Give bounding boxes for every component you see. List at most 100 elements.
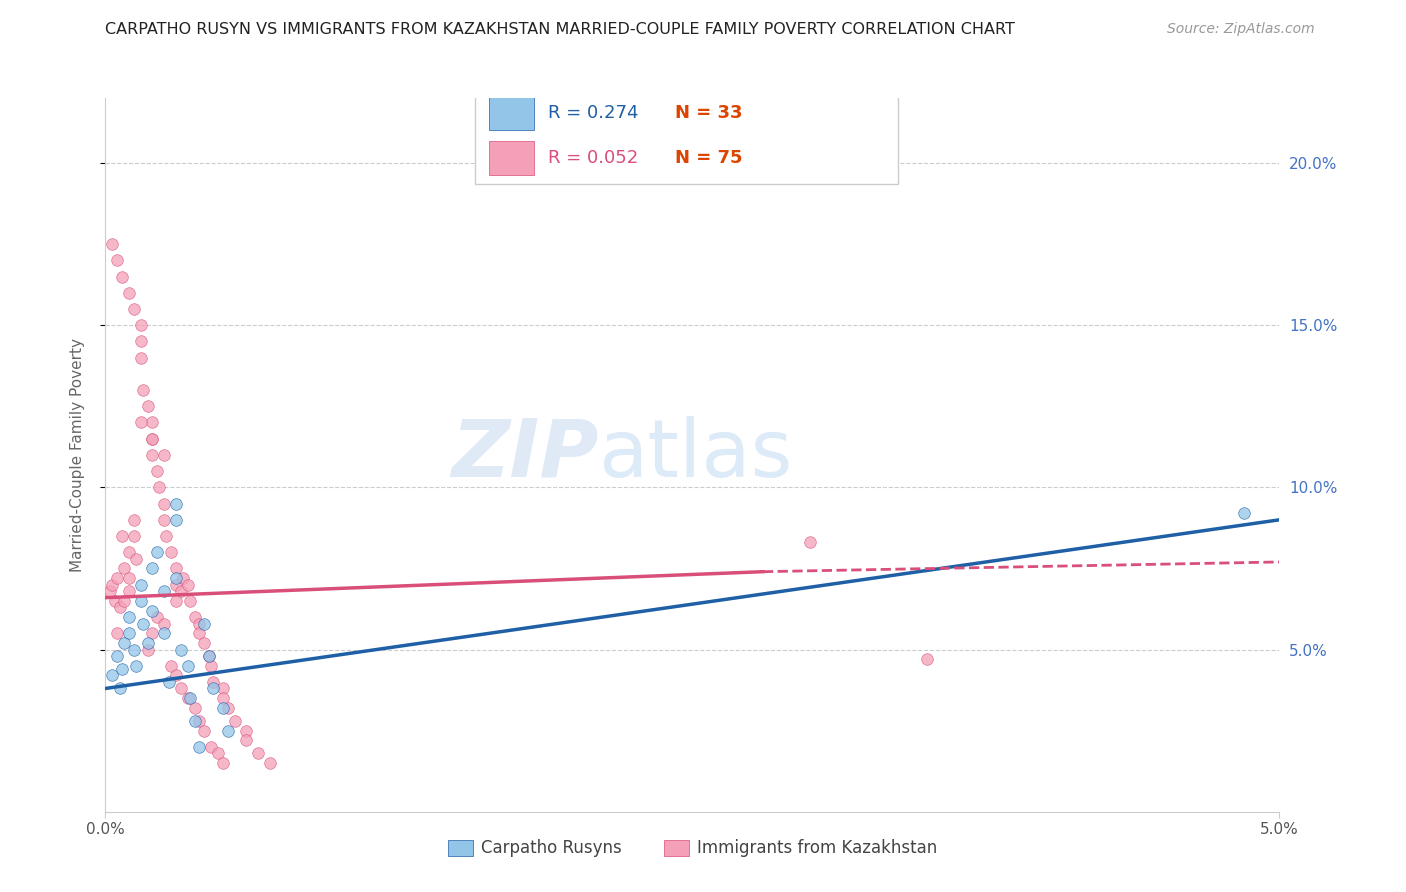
Text: Source: ZipAtlas.com: Source: ZipAtlas.com — [1167, 22, 1315, 37]
Point — [118, 584, 141, 599]
Point — [105, 253, 128, 268]
Point — [211, 756, 233, 770]
Point — [200, 739, 222, 754]
Point — [136, 399, 159, 413]
Point — [176, 691, 198, 706]
Point — [111, 662, 134, 676]
Point — [112, 561, 135, 575]
Point — [193, 723, 215, 738]
Point — [165, 668, 187, 682]
Point — [111, 529, 134, 543]
Point — [132, 383, 155, 397]
Point — [141, 626, 163, 640]
FancyBboxPatch shape — [475, 87, 898, 184]
Point — [165, 497, 187, 511]
Point — [179, 594, 201, 608]
Point — [153, 513, 176, 527]
Point — [146, 610, 169, 624]
Point — [146, 464, 169, 478]
Text: N = 75: N = 75 — [675, 149, 742, 167]
Point — [202, 681, 225, 696]
Point — [259, 756, 281, 770]
Point — [112, 636, 135, 650]
Point — [132, 616, 155, 631]
Point — [141, 416, 163, 430]
Point — [155, 529, 177, 543]
Point — [197, 648, 219, 663]
Point — [118, 545, 141, 559]
Point — [141, 604, 163, 618]
Point — [217, 723, 239, 738]
Point — [200, 658, 222, 673]
Point — [105, 571, 128, 585]
Point — [136, 636, 159, 650]
Point — [129, 334, 152, 349]
Point — [101, 237, 124, 252]
Point — [217, 701, 239, 715]
Point — [165, 594, 187, 608]
Point — [799, 535, 821, 549]
Point — [160, 545, 183, 559]
Point — [112, 594, 135, 608]
Point — [125, 658, 148, 673]
Text: N = 33: N = 33 — [675, 104, 742, 122]
Point — [141, 561, 163, 575]
Point — [111, 269, 134, 284]
Point — [129, 577, 152, 591]
Point — [188, 626, 211, 640]
Point — [104, 594, 127, 608]
Point — [176, 577, 198, 591]
Point — [105, 648, 128, 663]
Point — [197, 648, 219, 663]
Point — [108, 681, 131, 696]
Point — [98, 584, 121, 599]
Point — [172, 571, 194, 585]
Point — [183, 714, 205, 728]
Point — [165, 577, 187, 591]
Point — [235, 723, 257, 738]
Point — [129, 351, 152, 365]
Point — [211, 681, 233, 696]
Text: ZIP: ZIP — [451, 416, 599, 494]
Legend: Carpatho Rusyns, Immigrants from Kazakhstan: Carpatho Rusyns, Immigrants from Kazakhs… — [441, 833, 943, 864]
Point — [122, 529, 145, 543]
Point — [917, 652, 939, 666]
Point — [118, 285, 141, 300]
Text: atlas: atlas — [599, 416, 793, 494]
Point — [165, 513, 187, 527]
Point — [169, 642, 191, 657]
Point — [153, 626, 176, 640]
Point — [141, 432, 163, 446]
Point — [165, 571, 187, 585]
Point — [1233, 506, 1256, 520]
Point — [202, 675, 225, 690]
Point — [146, 545, 169, 559]
Point — [118, 626, 141, 640]
Point — [105, 626, 128, 640]
Text: CARPATHO RUSYN VS IMMIGRANTS FROM KAZAKHSTAN MARRIED-COUPLE FAMILY POVERTY CORRE: CARPATHO RUSYN VS IMMIGRANTS FROM KAZAKH… — [105, 22, 1015, 37]
Point — [129, 318, 152, 333]
Point — [157, 675, 180, 690]
Point — [165, 561, 187, 575]
Point — [211, 701, 233, 715]
Point — [188, 616, 211, 631]
Point — [122, 301, 145, 316]
Point — [169, 584, 191, 599]
FancyBboxPatch shape — [489, 141, 534, 175]
Point — [235, 733, 257, 747]
Point — [118, 571, 141, 585]
Text: R = 0.274: R = 0.274 — [548, 104, 638, 122]
Point — [122, 513, 145, 527]
Point — [169, 681, 191, 696]
Point — [153, 448, 176, 462]
Point — [136, 642, 159, 657]
Point — [125, 551, 148, 566]
Point — [141, 448, 163, 462]
Point — [183, 701, 205, 715]
Point — [247, 747, 270, 761]
Point — [122, 642, 145, 657]
Point — [108, 600, 131, 615]
Point — [188, 739, 211, 754]
Point — [153, 584, 176, 599]
Point — [193, 616, 215, 631]
